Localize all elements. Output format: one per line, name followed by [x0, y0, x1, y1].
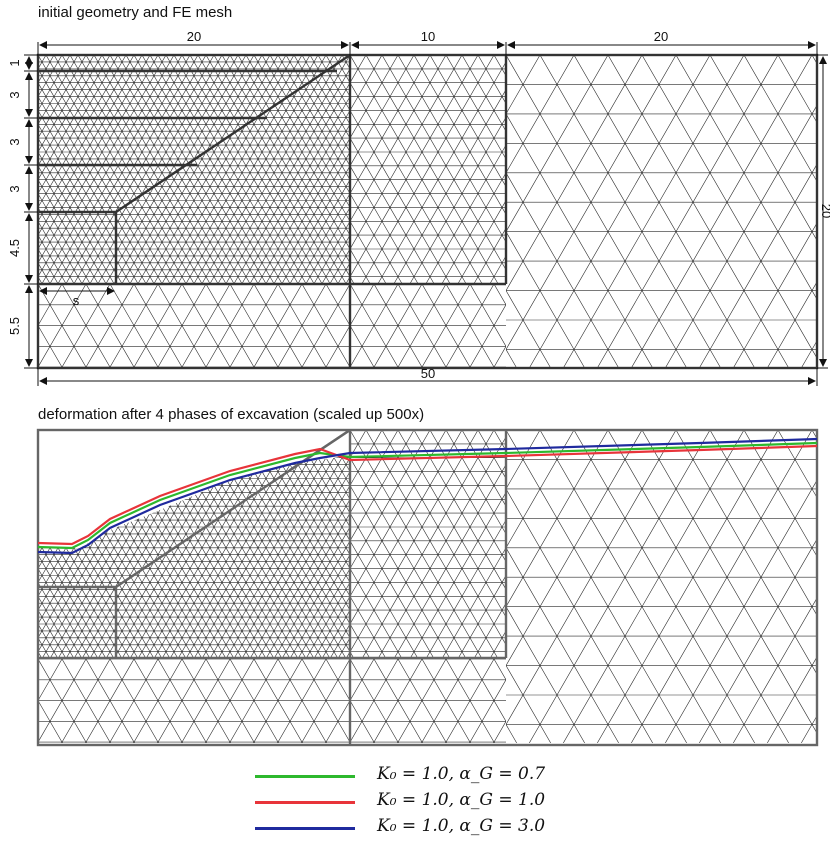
dim-label-20-left: 20: [187, 29, 201, 44]
legend-swatch-blue: [255, 827, 355, 830]
dim-label-v4-5: 4.5: [7, 239, 22, 257]
dim-label-v3b: 3: [7, 138, 22, 145]
dim-label-v3c: 3: [7, 185, 22, 192]
deformation-curve: [37, 441, 818, 550]
legend-swatch-red: [255, 801, 355, 804]
legend-label: K₀ = 1.0, α_G = 3.0: [377, 816, 546, 836]
deformation-curve: [37, 437, 818, 555]
legend-item: K₀ = 1.0, α_G = 0.7: [255, 764, 675, 790]
dim-label-v5-5: 5.5: [7, 317, 22, 335]
bottom-geometry-lines: [36, 428, 819, 747]
top-dimension-arrows: [24, 41, 828, 386]
dim-label-v3a: 3: [7, 91, 22, 98]
dim-label-10: 10: [421, 29, 435, 44]
top-dimension-labels: 20 10 20 50 1 3 3 3 4.5 5.5 20 s: [7, 29, 830, 381]
legend-swatch-green: [255, 775, 355, 778]
bottom-panel-title: deformation after 4 phases of excavation…: [38, 406, 425, 423]
top-geometry-lines: [36, 53, 819, 370]
dim-label-v20: 20: [819, 204, 830, 218]
legend-label: K₀ = 1.0, α_G = 0.7: [377, 764, 546, 784]
dim-label-20-right: 20: [654, 29, 668, 44]
dim-label-s: s: [73, 293, 80, 308]
top-mesh: [38, 55, 817, 368]
dim-label-50: 50: [421, 366, 435, 381]
dim-label-v1: 1: [7, 59, 22, 66]
bottom-mesh: [38, 430, 817, 743]
legend: K₀ = 1.0, α_G = 0.7 K₀ = 1.0, α_G = 1.0 …: [255, 764, 675, 842]
deformation-curve: [37, 444, 818, 546]
legend-item: K₀ = 1.0, α_G = 3.0: [255, 816, 675, 842]
top-panel-title: initial geometry and FE mesh: [38, 4, 233, 21]
legend-label: K₀ = 1.0, α_G = 1.0: [377, 790, 546, 810]
legend-item: K₀ = 1.0, α_G = 1.0: [255, 790, 675, 816]
deformed-surface-curves: [37, 437, 818, 555]
